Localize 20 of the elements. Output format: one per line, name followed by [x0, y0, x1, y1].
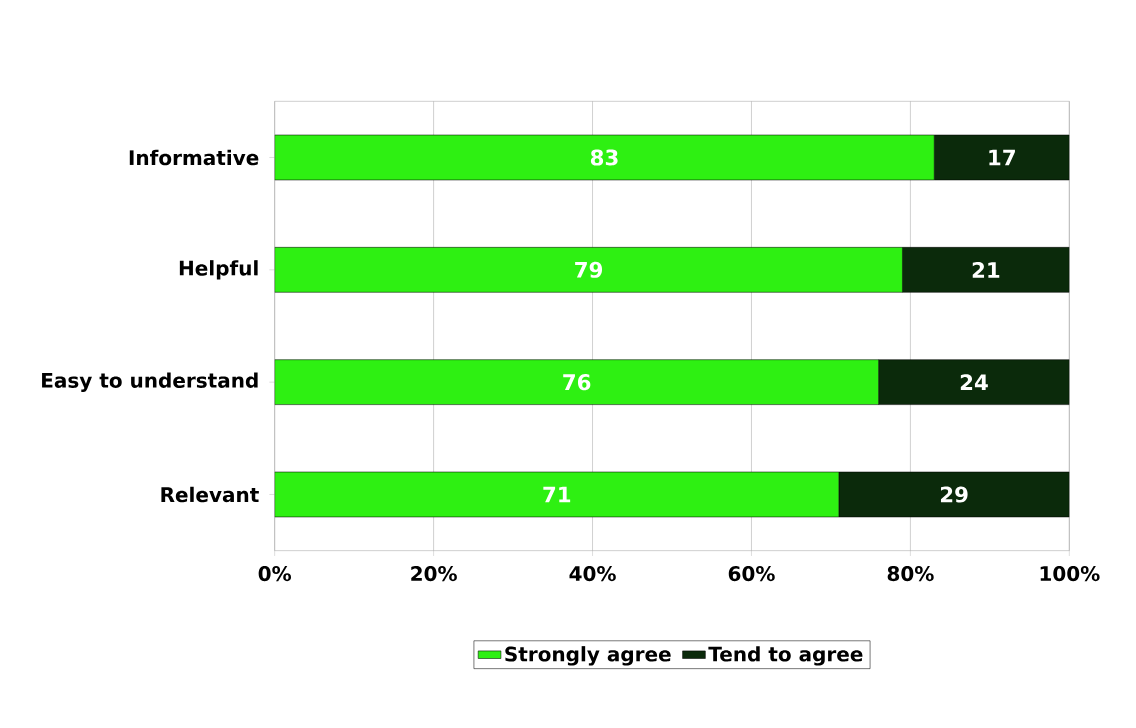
data-label: 79 — [575, 261, 603, 278]
data-label: 71 — [543, 486, 571, 503]
x-tick-label: 40% — [569, 566, 616, 582]
x-tick-label: 100% — [1040, 566, 1100, 582]
legend-label: Strongly agree — [505, 646, 671, 666]
data-label: 29 — [940, 486, 968, 503]
x-tick-label: 0% — [258, 566, 292, 582]
y-tick-label: Easy to understand — [42, 372, 258, 392]
data-label: 21 — [972, 261, 1000, 278]
x-tick-label: 80% — [887, 566, 934, 582]
data-label: 76 — [563, 374, 591, 391]
x-tick-label: 60% — [728, 566, 775, 582]
data-label: 17 — [989, 149, 1015, 166]
y-tick-label: Relevant — [161, 486, 259, 503]
data-label: 24 — [960, 374, 988, 391]
legend-label: Tend to agree — [708, 646, 863, 666]
x-tick-label: 20% — [411, 566, 457, 582]
y-tick-label: Helpful — [179, 260, 258, 280]
data-label: 83 — [590, 149, 618, 166]
y-tick-label: Informative — [129, 149, 259, 166]
